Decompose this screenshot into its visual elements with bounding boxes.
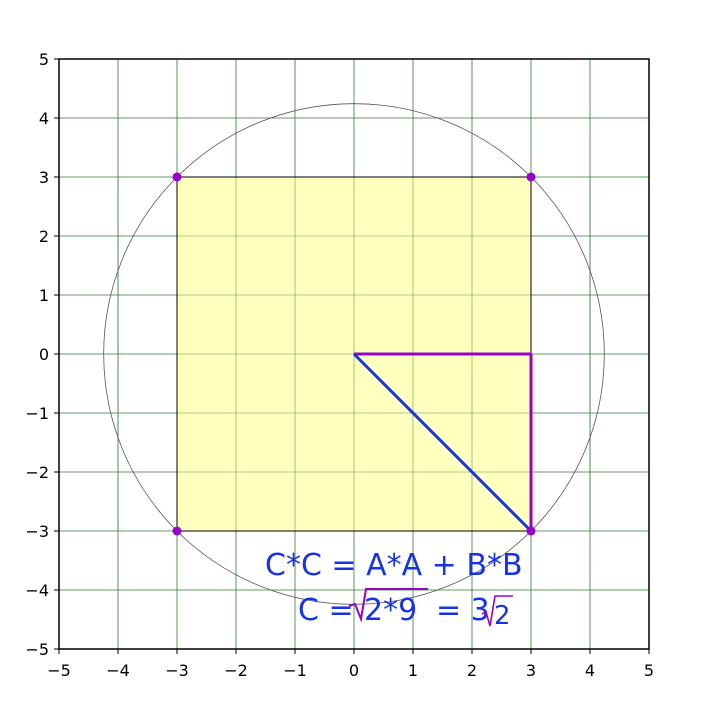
triangle-group (352, 352, 533, 533)
vertex-point (526, 172, 536, 182)
y-tick-label: −4 (25, 581, 49, 600)
tick-labels: −5 −4 −3 −2 −1 0 1 2 3 4 5 5 4 3 2 1 0 −1 −2 −3 −4 −5 (25, 50, 654, 680)
x-tick-label: −1 (283, 661, 307, 680)
vertex-points (172, 172, 536, 536)
y-tick-label: 0 (39, 345, 49, 364)
x-tick-label: −5 (47, 661, 71, 680)
y-tick-label: 5 (39, 50, 49, 69)
vertex-point (172, 526, 182, 536)
formula-line-2-radicand: 2*9 (364, 593, 417, 628)
formula-line-1: C*C = A*A + B*B (265, 548, 523, 583)
radical-sign-small-icon (481, 595, 513, 627)
formula-line-2-equals: = 3 (436, 593, 490, 628)
y-tick-label: 4 (39, 109, 49, 128)
y-tick-label: −1 (25, 404, 49, 423)
axes-frame (54, 58, 650, 654)
triangle-hypotenuse (352, 352, 533, 533)
x-tick-label: −2 (224, 661, 248, 680)
vertex-point (172, 172, 182, 182)
x-tick-label: −4 (106, 661, 130, 680)
y-tick-label: 1 (39, 286, 49, 305)
x-tick-label: 4 (585, 661, 595, 680)
formula-line-2-prefix: C = (298, 593, 354, 628)
formula-block: C*C = A*A + B*B C = 2*9 = 3 2 (265, 548, 523, 631)
x-tick-label: −3 (165, 661, 189, 680)
y-tick-label: 3 (39, 168, 49, 187)
vertex-point (526, 526, 536, 536)
x-tick-label: 3 (526, 661, 536, 680)
x-tick-label: 1 (408, 661, 418, 680)
y-tick-label: −2 (25, 463, 49, 482)
x-tick-label: 2 (467, 661, 477, 680)
y-tick-label: −3 (25, 522, 49, 541)
y-tick-label: 2 (39, 227, 49, 246)
x-tick-label: 0 (349, 661, 359, 680)
formula-line-2-radicand-2: 2 (494, 601, 511, 631)
x-tick-label: 5 (644, 661, 654, 680)
radical-sign-icon (348, 588, 428, 623)
y-tick-label: −5 (25, 640, 49, 659)
